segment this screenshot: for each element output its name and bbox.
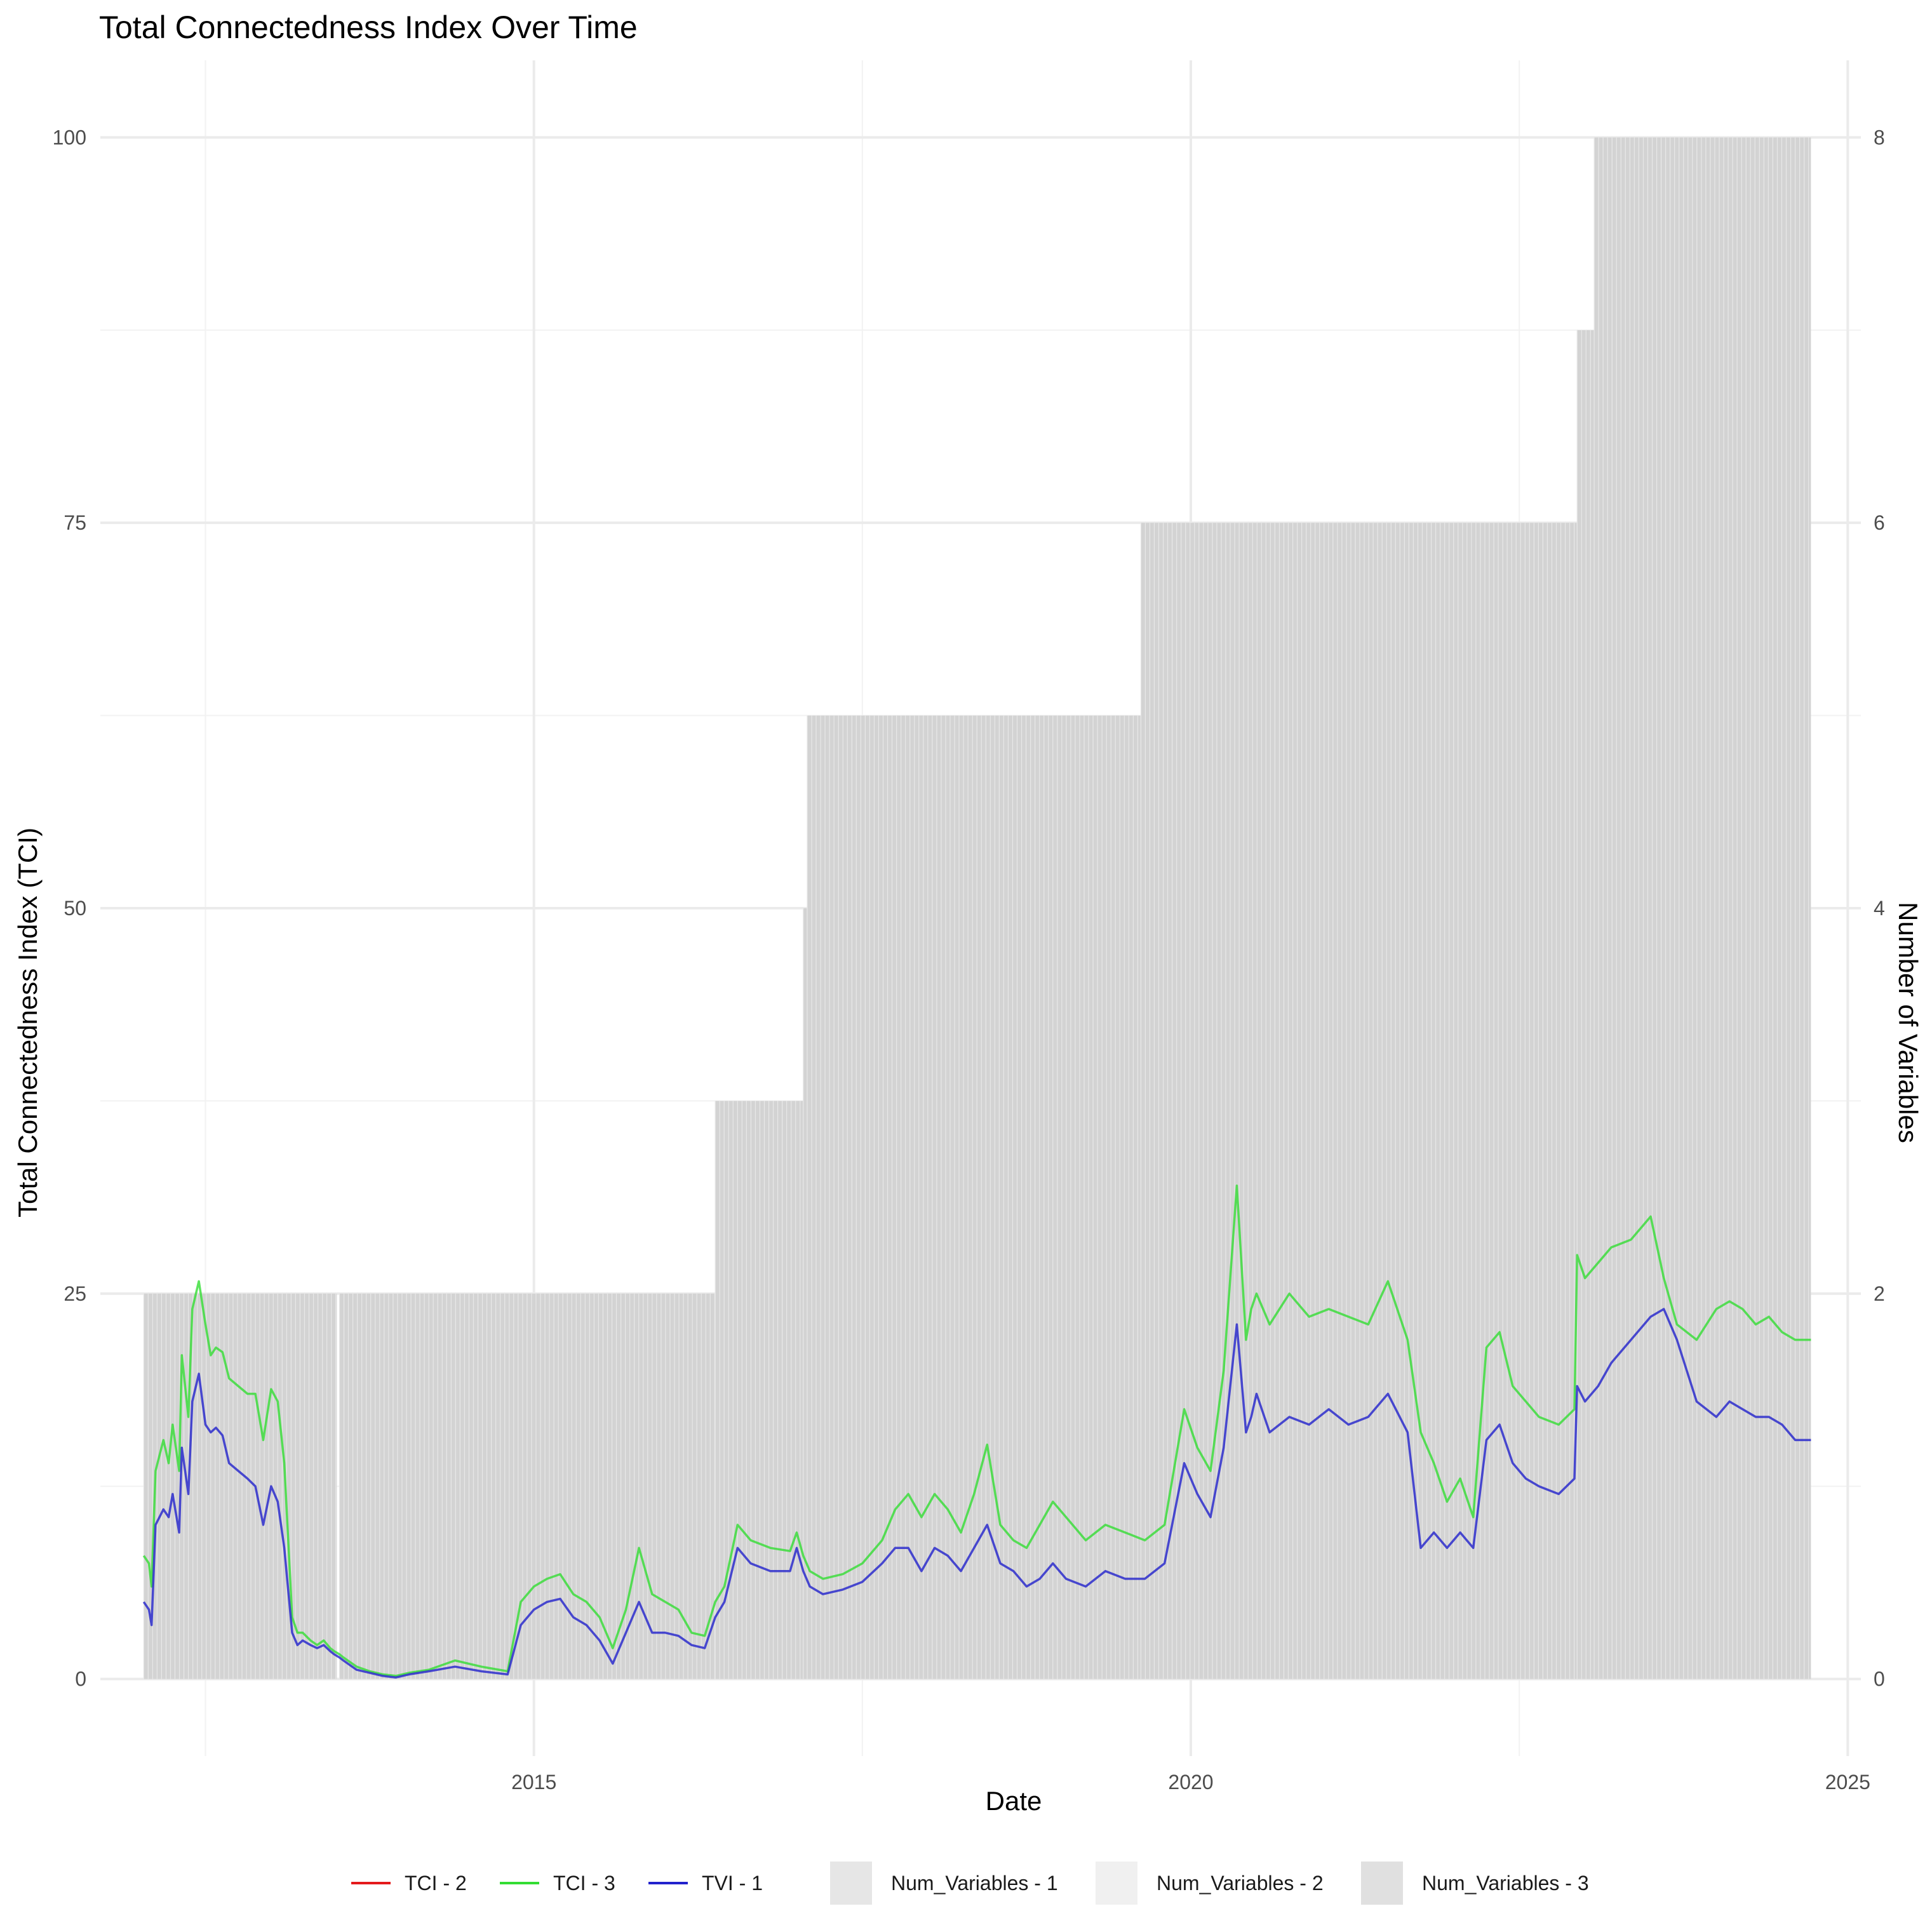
series-line-tci-3 [142, 1184, 1811, 1677]
num-variables-step-0 [144, 1293, 337, 1679]
legend-label: Num_Variables - 2 [1157, 1872, 1324, 1895]
y-tick-label: 25 [64, 1282, 86, 1305]
num-variables-step-6 [1577, 330, 1595, 1679]
chart-legend: TCI - 2 TCI - 3 TVI - 1 Num_Variables - 1 Nu… [351, 1862, 1589, 1905]
num-variables-step-7 [1594, 137, 1811, 1679]
y-tick-label: 100 [53, 126, 86, 149]
y2-tick-label: 6 [1874, 511, 1885, 534]
y2-tick-label: 8 [1874, 126, 1885, 149]
y-tick-label: 75 [64, 511, 86, 534]
legend-label: TCI - 2 [405, 1872, 467, 1895]
x-tick-label: 2015 [511, 1771, 556, 1794]
x-axis-title: Date [986, 1786, 1042, 1816]
y-axis-title: Total Connectedness Index (TCI) [13, 828, 43, 1218]
y2-tick-label: 4 [1874, 897, 1885, 920]
chart-title: Total Connectedness Index Over Time [99, 10, 638, 45]
legend-key-box [1096, 1862, 1137, 1905]
legend-label: TVI - 1 [702, 1872, 763, 1895]
num-variables-step-4 [807, 715, 1141, 1679]
num-variables-step-3 [803, 908, 807, 1679]
x-tick-label: 2025 [1825, 1771, 1870, 1794]
legend-label: Num_Variables - 3 [1422, 1872, 1589, 1895]
x-tick-label: 2020 [1168, 1771, 1213, 1794]
num-variables-step-5 [1141, 523, 1578, 1679]
y2-tick-label: 0 [1874, 1668, 1885, 1691]
series-lines [142, 1184, 1811, 1679]
y2-axis-title: Number of Variables [1893, 902, 1923, 1143]
legend-key-box [830, 1862, 872, 1905]
legend-label: Num_Variables - 1 [891, 1872, 1058, 1895]
y-tick-label: 0 [75, 1668, 86, 1691]
legend-key-box [1361, 1862, 1403, 1905]
axis-ticks: 0 25 50 75 100 0 2 4 6 8 2015 2020 2025 [53, 126, 1885, 1794]
y-tick-label: 50 [64, 897, 86, 920]
legend-label: TCI - 3 [553, 1872, 615, 1895]
num-variables-bars [143, 137, 1811, 1679]
series-line-tvi-1 [142, 1308, 1811, 1679]
y2-tick-label: 2 [1874, 1282, 1885, 1305]
